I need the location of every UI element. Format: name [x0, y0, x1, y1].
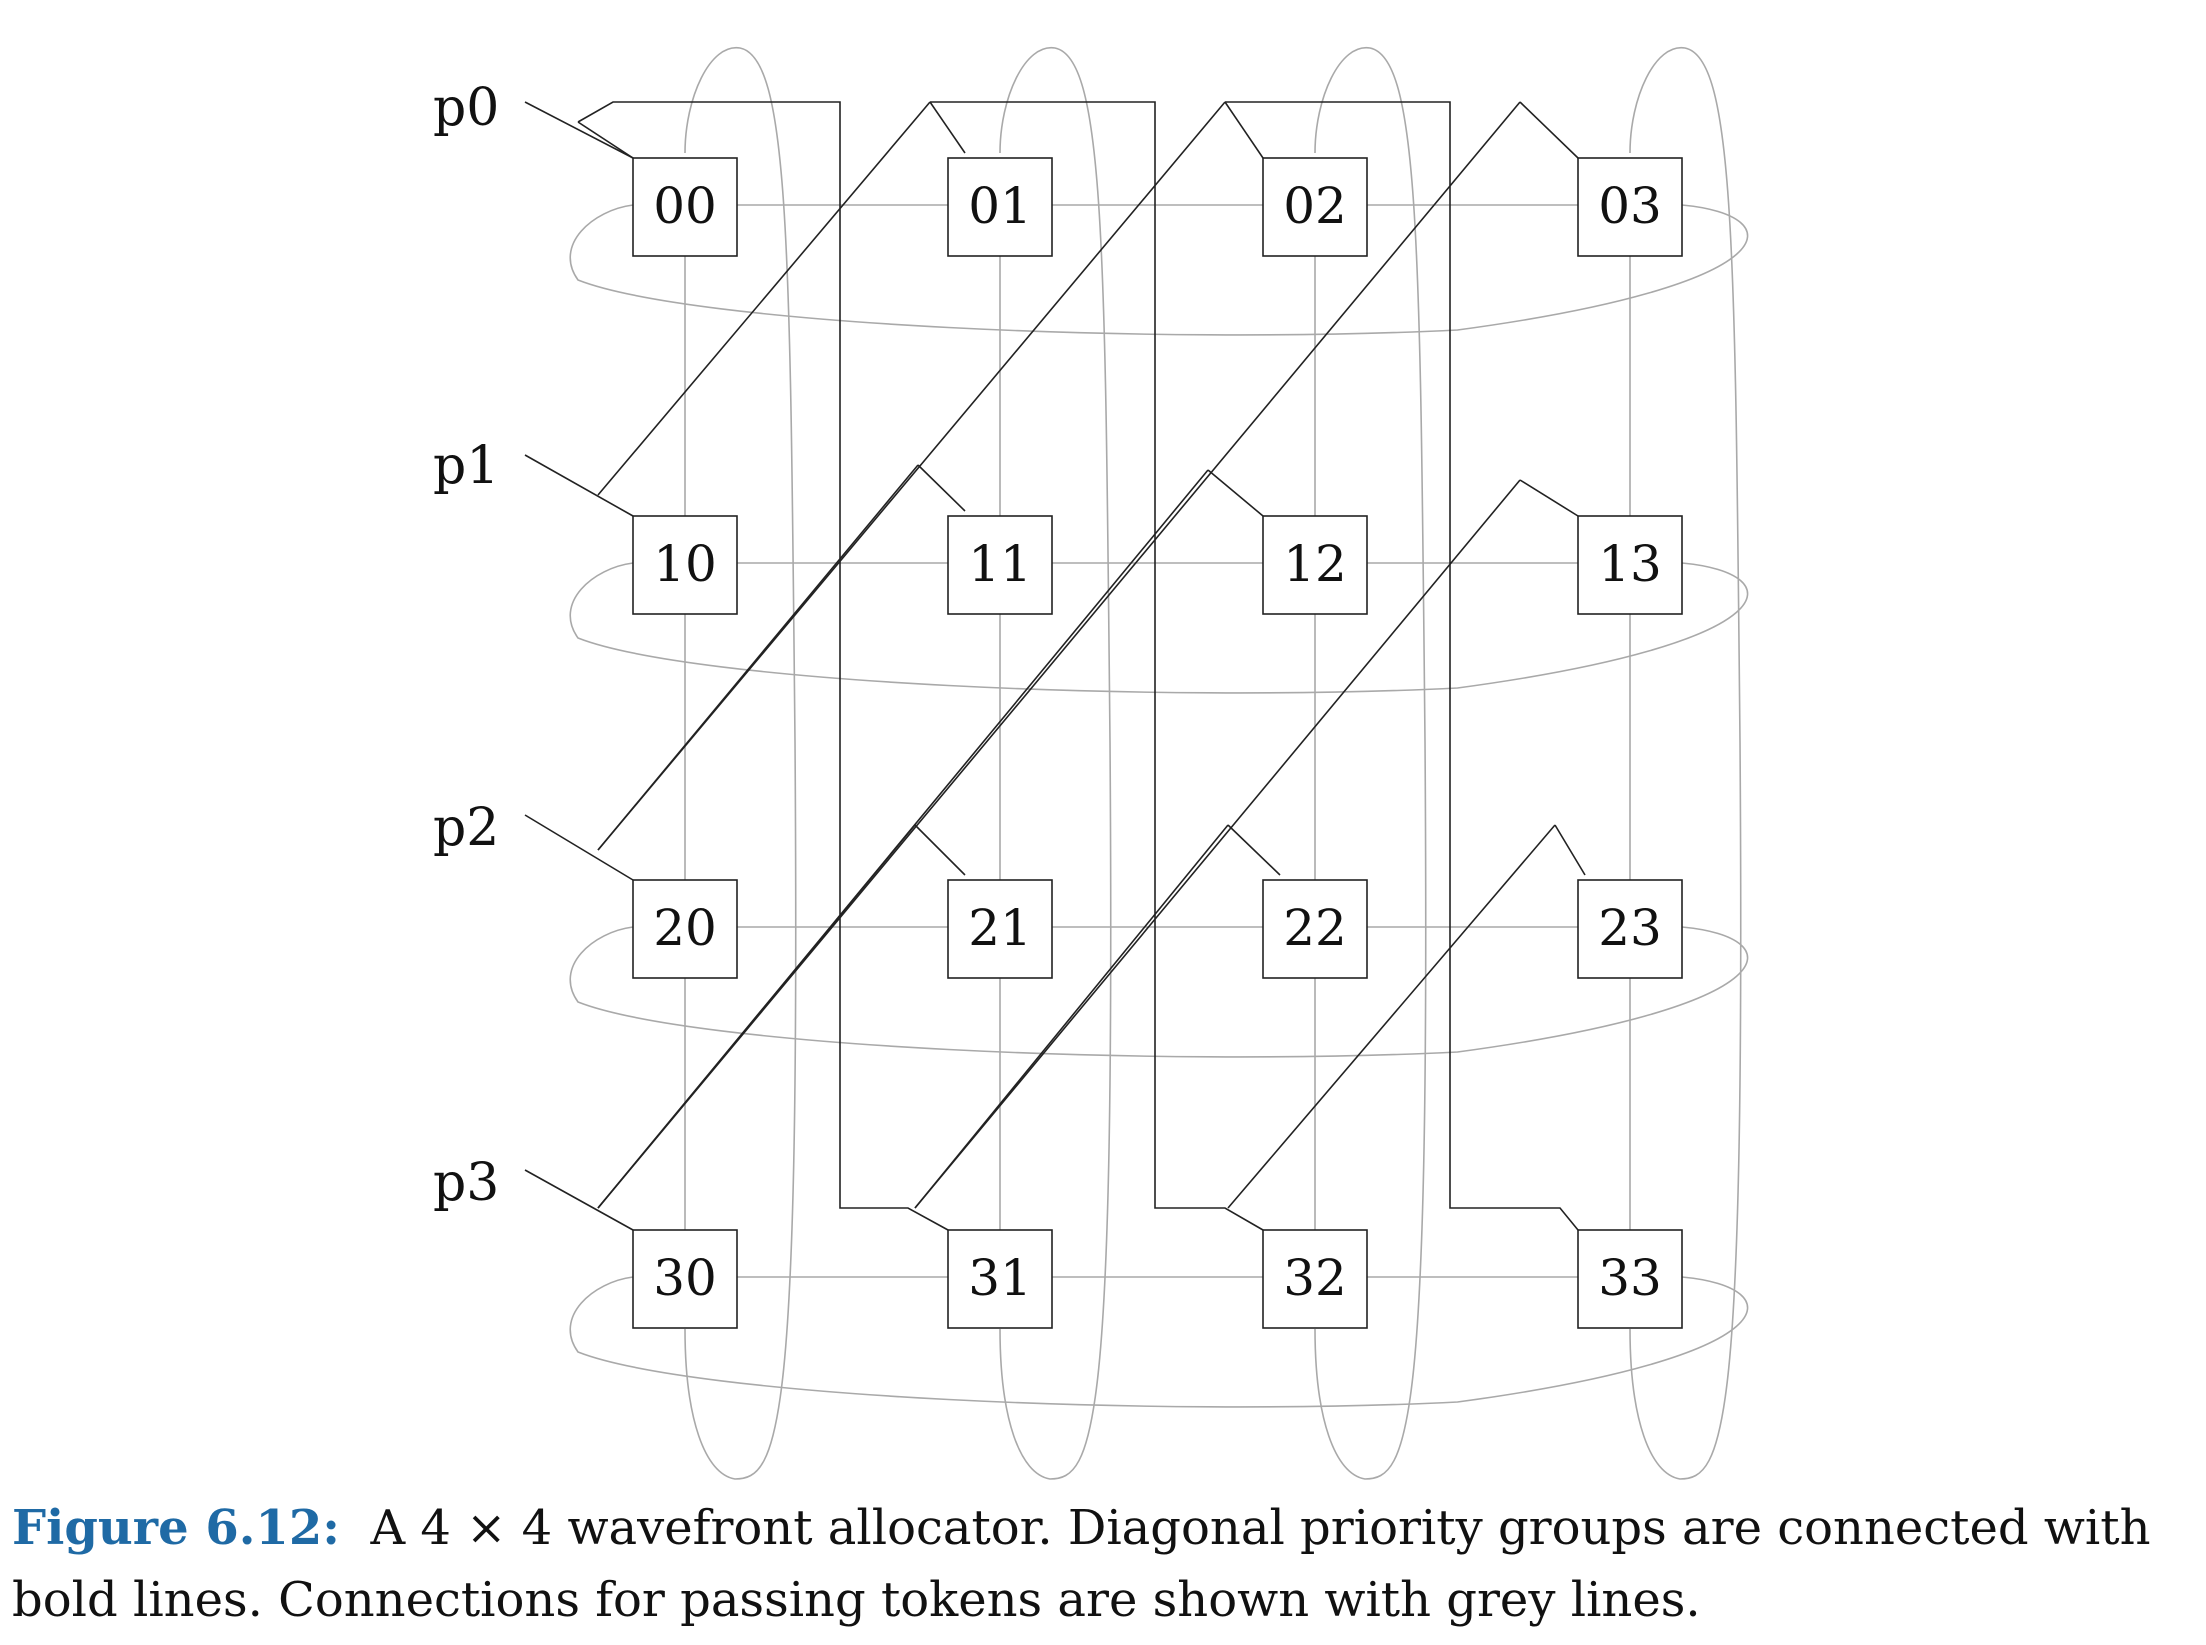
row-label-p0: p0: [433, 78, 499, 138]
figure-label: Figure 6.12:: [12, 1500, 340, 1556]
allocator-cell-02: 02: [1262, 157, 1368, 257]
allocator-cell-01: 01: [947, 157, 1053, 257]
cell-label: 33: [1598, 1249, 1662, 1307]
allocator-cell-21: 21: [947, 879, 1053, 979]
allocator-cell-30: 30: [632, 1229, 738, 1329]
cell-label: 11: [968, 535, 1032, 593]
cell-box: [1262, 157, 1368, 257]
allocator-cell-10: 10: [632, 515, 738, 615]
priority-input-line: [524, 454, 634, 517]
caption-text: A 4 × 4 wavefront allocator. Diagonal pr…: [12, 1500, 2151, 1628]
cell-box: [632, 515, 738, 615]
priority-stub-line: [914, 824, 966, 876]
row-label-p1: p1: [433, 436, 499, 496]
token-column-wrap-loop: [1629, 47, 1742, 1480]
token-row-wrap-loop: [569, 926, 1749, 1058]
row-labels: p0 p1 p2 p3: [433, 78, 499, 1213]
token-row-wrap-loop: [569, 204, 1749, 336]
cell-box: [1262, 515, 1368, 615]
priority-diagonal-line: [914, 479, 1521, 1209]
cell-label: 03: [1598, 177, 1662, 235]
cell-label: 20: [653, 899, 717, 957]
cell-box: [632, 157, 738, 257]
allocator-cell-33: 33: [1577, 1229, 1683, 1329]
row-label-p2: p2: [433, 798, 499, 858]
cell-box: [632, 879, 738, 979]
priority-input-line: [524, 1169, 634, 1231]
cell-label: 23: [1598, 899, 1662, 957]
priority-input-line: [524, 101, 634, 159]
cell-box: [1577, 515, 1683, 615]
priority-stub-line: [917, 464, 966, 512]
priority-stub-line: [1519, 479, 1579, 517]
priority-rail-group-1: [577, 101, 949, 1231]
allocator-cell-20: 20: [632, 879, 738, 979]
cell-label: 12: [1283, 535, 1347, 593]
priority-diagonal-line: [914, 824, 1229, 1209]
figure-caption: Figure 6.12: A 4 × 4 wavefront allocator…: [12, 1492, 2202, 1636]
allocator-cell-31: 31: [947, 1229, 1053, 1329]
priority-stub-line: [1207, 469, 1264, 517]
priority-diagonal-line: [597, 464, 919, 851]
token-column-wrap-loop: [1314, 47, 1427, 1480]
allocator-cell-03: 03: [1577, 157, 1683, 257]
priority-stub-line: [929, 101, 966, 154]
allocator-cell-11: 11: [947, 515, 1053, 615]
cell-label: 00: [653, 177, 717, 235]
priority-input-line: [524, 814, 634, 881]
priority-stub-line: [1224, 101, 1264, 159]
token-column-wrap-loop: [684, 47, 797, 1480]
allocator-cell-00: 00: [632, 157, 738, 257]
priority-diagonal-line: [1227, 824, 1556, 1209]
cell-label: 31: [968, 1249, 1032, 1307]
cell-label: 22: [1283, 899, 1347, 957]
cell-label: 21: [968, 899, 1032, 957]
cell-box: [947, 515, 1053, 615]
allocator-cell-12: 12: [1262, 515, 1368, 615]
cell-label: 32: [1283, 1249, 1347, 1307]
priority-stub-line: [1554, 824, 1586, 876]
token-connections: [569, 47, 1749, 1480]
row-label-p3: p3: [433, 1153, 499, 1213]
allocator-cell-13: 13: [1577, 515, 1683, 615]
cell-label: 30: [653, 1249, 717, 1307]
priority-diagonal-line: [597, 101, 931, 496]
cell-box: [1262, 879, 1368, 979]
cell-box: [1577, 1229, 1683, 1329]
cell-box: [1262, 1229, 1368, 1329]
token-row-wrap-loop: [569, 562, 1749, 694]
token-column-wrap-loop: [999, 47, 1112, 1480]
allocator-cells: 00 01 02 03 10 11 12 13 20 21 22 23 30 31 32 33: [632, 157, 1683, 1329]
cell-label: 02: [1283, 177, 1347, 235]
priority-diagonal-line: [597, 824, 916, 1209]
token-row-wrap-loop: [569, 1276, 1749, 1408]
cell-label: 01: [968, 177, 1032, 235]
cell-box: [632, 1229, 738, 1329]
allocator-cell-23: 23: [1577, 879, 1683, 979]
priority-stub-line: [1227, 824, 1281, 876]
priority-spur: [577, 121, 634, 159]
priority-diagonal-line: [597, 101, 1521, 1209]
cell-box: [1577, 157, 1683, 257]
cell-label: 10: [653, 535, 717, 593]
priority-rail-group-3: [1225, 101, 1579, 1231]
priority-group-connections: [524, 101, 1586, 1231]
priority-stub-line: [1519, 101, 1579, 159]
cell-box: [947, 879, 1053, 979]
allocator-cell-22: 22: [1262, 879, 1368, 979]
cell-box: [1577, 879, 1683, 979]
cell-box: [947, 157, 1053, 257]
allocator-cell-32: 32: [1262, 1229, 1368, 1329]
priority-rail-group-2: [930, 101, 1264, 1231]
cell-label: 13: [1598, 535, 1662, 593]
cell-box: [947, 1229, 1053, 1329]
